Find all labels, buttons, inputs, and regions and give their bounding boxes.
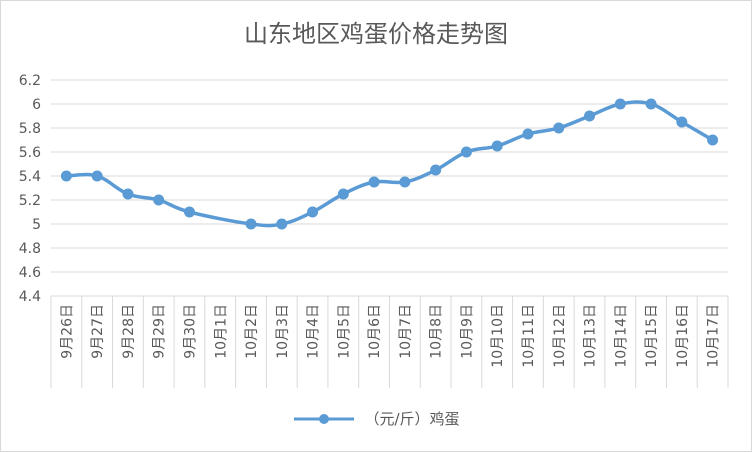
x-tick-label: 10月9日 <box>459 304 475 359</box>
y-tick-label: 5.8 <box>19 121 41 137</box>
data-point <box>399 176 411 188</box>
y-axis-ticks: 4.4 4.6 4.8 5 5.2 5.4 5.6 5.8 6 6.2 <box>19 73 41 305</box>
data-point <box>584 110 596 122</box>
data-point <box>460 146 472 158</box>
x-tick-label: 9月30日 <box>182 304 198 359</box>
x-tick-label: 10月5日 <box>336 304 352 359</box>
data-point <box>676 116 688 128</box>
y-tick-label: 5.4 <box>19 169 41 185</box>
x-tick-label: 10月3日 <box>275 304 291 359</box>
y-tick-label: 4.8 <box>19 241 41 257</box>
x-axis-ticks: 9月26日 9月27日 9月28日 9月29日 9月30日 10月1日 10月2日 10月3日… <box>50 296 729 388</box>
data-point <box>245 218 257 230</box>
data-point <box>91 170 103 182</box>
y-tick-label: 6.2 <box>19 73 41 89</box>
x-tick-label: 9月27日 <box>90 304 106 359</box>
x-tick-label: 10月11日 <box>521 304 537 368</box>
data-point <box>307 206 319 218</box>
x-tick-label: 10月15日 <box>644 304 660 368</box>
data-point <box>153 194 165 206</box>
y-tick-label: 5.2 <box>19 193 41 209</box>
x-tick-label: 10月4日 <box>306 304 322 359</box>
data-point <box>337 188 349 200</box>
data-point <box>553 122 565 134</box>
x-tick-label: 10月17日 <box>706 304 722 368</box>
y-tick-label: 4.4 <box>19 289 41 305</box>
data-point <box>522 128 534 140</box>
x-tick-label: 10月1日 <box>213 304 229 359</box>
y-tick-label: 5.6 <box>19 145 41 161</box>
x-tick-label: 10月10日 <box>490 304 506 368</box>
x-tick-label: 10月14日 <box>613 304 629 368</box>
data-point <box>122 188 134 200</box>
x-tick-label: 10月13日 <box>583 304 599 368</box>
y-tick-label: 5 <box>32 217 41 233</box>
x-tick-label: 10月12日 <box>552 304 568 368</box>
x-tick-label: 9月29日 <box>152 304 168 359</box>
series-line <box>66 100 714 228</box>
legend-swatch-icon <box>294 413 355 424</box>
chart-title: 山东地区鸡蛋价格走势图 <box>244 20 508 48</box>
x-tick-label: 10月7日 <box>398 304 414 359</box>
legend-series-label: （元/斤）鸡蛋 <box>364 410 460 428</box>
data-point <box>368 176 380 188</box>
data-point <box>183 206 195 218</box>
x-tick-label: 10月6日 <box>367 304 383 359</box>
data-point <box>276 218 288 230</box>
x-tick-label: 10月2日 <box>244 304 260 359</box>
x-tick-label: 9月28日 <box>121 304 137 359</box>
x-tick-label: 9月26日 <box>59 304 75 359</box>
gridlines <box>51 79 728 297</box>
data-point <box>60 170 72 182</box>
data-point <box>614 98 626 110</box>
legend: （元/斤）鸡蛋 <box>0 408 752 429</box>
y-tick-label: 4.6 <box>19 265 41 281</box>
x-tick-label: 10月8日 <box>429 304 445 359</box>
series-layer <box>60 98 719 230</box>
y-tick-label: 6 <box>32 97 41 113</box>
data-point <box>430 164 442 176</box>
data-point <box>645 98 657 110</box>
x-tick-label: 10月16日 <box>675 304 691 368</box>
data-point <box>491 140 503 152</box>
data-point <box>707 134 719 146</box>
